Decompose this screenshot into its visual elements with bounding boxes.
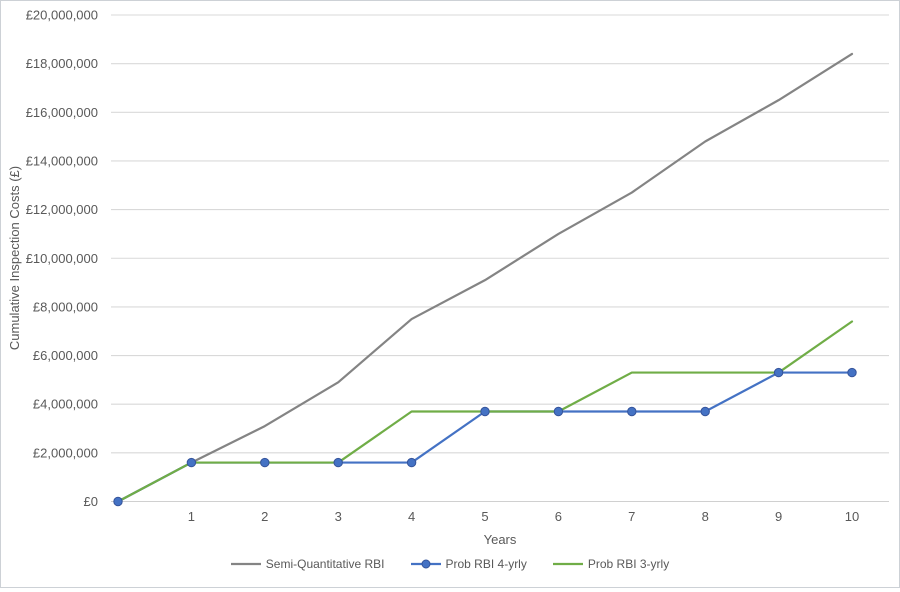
x-tick-label: 8: [702, 509, 709, 524]
series-marker-prob-rbi-4-yrly: [773, 367, 784, 378]
legend-label: Prob RBI 4-yrly: [445, 557, 527, 571]
x-tick-label: 2: [261, 509, 268, 524]
y-tick-label: £2,000,000: [33, 445, 98, 460]
series-marker-prob-rbi-4-yrly: [700, 406, 710, 417]
y-tick-label: £20,000,000: [26, 8, 98, 23]
series-marker-prob-rbi-4-yrly: [113, 496, 123, 507]
y-tick-label: £4,000,000: [33, 397, 98, 412]
legend-swatch-semi-quantitative-rbi: [230, 562, 261, 566]
series-marker-prob-rbi-4-yrly: [627, 406, 637, 417]
legend-label: Prob RBI 3-yrly: [587, 557, 670, 571]
legend-item-semi-quantitative-rbi[interactable]: Semi-Quantitative RBI: [230, 557, 385, 571]
y-tick-label: £0: [84, 494, 98, 509]
x-tick-label: 10: [845, 509, 859, 524]
series-line-prob-rbi-4-yrly: [116, 371, 854, 503]
legend-label: Semi-Quantitative RBI: [265, 557, 385, 571]
y-tick-label: £8,000,000: [33, 299, 98, 314]
series-line-semi-quantitative-rbi: [116, 52, 854, 503]
series-marker-prob-rbi-4-yrly: [406, 457, 417, 468]
series-marker-prob-rbi-4-yrly: [480, 406, 490, 417]
x-tick-label: 3: [335, 509, 342, 524]
x-tick-label: 7: [628, 509, 635, 524]
y-tick-label: £12,000,000: [26, 202, 98, 217]
x-tick-label: 1: [188, 509, 195, 524]
x-tick-label: 5: [481, 509, 488, 524]
x-axis-title: Years: [484, 532, 517, 547]
series-marker-prob-rbi-4-yrly: [186, 457, 197, 468]
x-tick-label: 4: [408, 509, 415, 524]
x-tick-label: 9: [775, 509, 782, 524]
y-tick-label: £10,000,000: [26, 251, 98, 266]
x-tick-label: 6: [555, 509, 562, 524]
legend-swatch-prob-rbi-4-yrly: [410, 559, 441, 569]
series-marker-prob-rbi-4-yrly: [847, 367, 857, 378]
y-tick-label: £18,000,000: [26, 56, 98, 71]
y-tick-label: £16,000,000: [26, 105, 98, 120]
y-tick-label: £14,000,000: [26, 153, 98, 168]
series-marker-prob-rbi-4-yrly: [260, 457, 270, 468]
legend-item-prob-rbi-3-yrly[interactable]: Prob RBI 3-yrly: [552, 557, 670, 571]
legend-swatch-prob-rbi-3-yrly: [552, 562, 583, 566]
series-marker-prob-rbi-4-yrly: [553, 406, 564, 417]
y-axis-title: Cumulative Inspection Costs (£): [7, 166, 22, 350]
y-tick-label: £6,000,000: [33, 348, 98, 363]
chart-legend: Semi-Quantitative RBI Prob RBI 4-yrly Prob…: [1, 557, 899, 571]
series-marker-prob-rbi-4-yrly: [333, 457, 343, 468]
legend-item-prob-rbi-4-yrly[interactable]: Prob RBI 4-yrly: [410, 557, 527, 571]
